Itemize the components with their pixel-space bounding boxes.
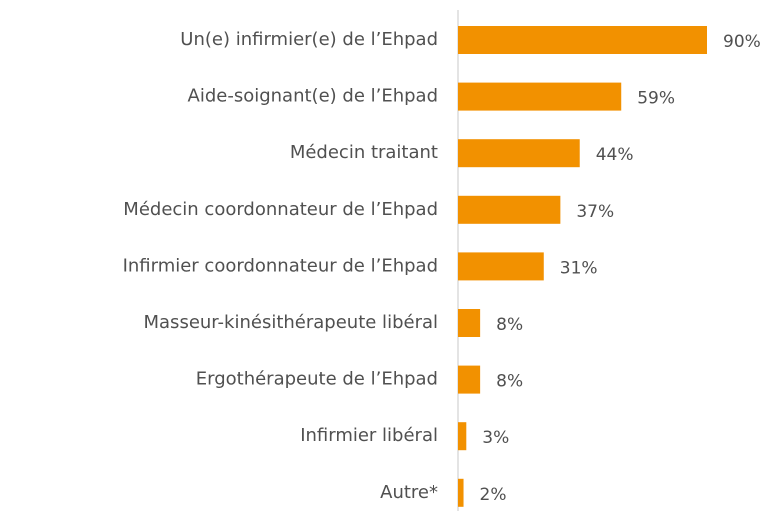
value-label: 31% — [560, 258, 598, 278]
category-label: Ergothérapeute de l’Ehpad — [196, 369, 438, 390]
value-label: 8% — [496, 372, 523, 392]
bar — [458, 478, 464, 507]
category-label: Médecin traitant — [290, 142, 438, 163]
value-label: 44% — [596, 145, 634, 165]
value-label: 37% — [576, 202, 614, 222]
category-label: Médecin coordonnateur de l’Ehpad — [123, 199, 438, 220]
value-label: 8% — [496, 315, 523, 335]
category-label: Infirmier libéral — [300, 425, 438, 446]
bar — [458, 195, 561, 224]
value-label: 59% — [637, 89, 675, 109]
value-label: 2% — [480, 485, 507, 505]
category-label: Masseur-kinésithérapeute libéral — [144, 312, 439, 333]
bar — [458, 365, 481, 394]
bar — [458, 139, 580, 168]
value-label: 3% — [482, 428, 509, 448]
bar — [458, 422, 467, 451]
bar — [458, 82, 622, 111]
category-label: Infirmier coordonnateur de l’Ehpad — [123, 255, 438, 276]
value-label: 90% — [723, 32, 761, 52]
category-label: Un(e) infirmier(e) de l’Ehpad — [180, 29, 438, 50]
bar — [458, 252, 544, 281]
bar — [458, 309, 481, 337]
bar — [458, 26, 707, 54]
category-label: Aide-soignant(e) de l’Ehpad — [188, 86, 438, 107]
category-label: Autre* — [380, 482, 438, 503]
